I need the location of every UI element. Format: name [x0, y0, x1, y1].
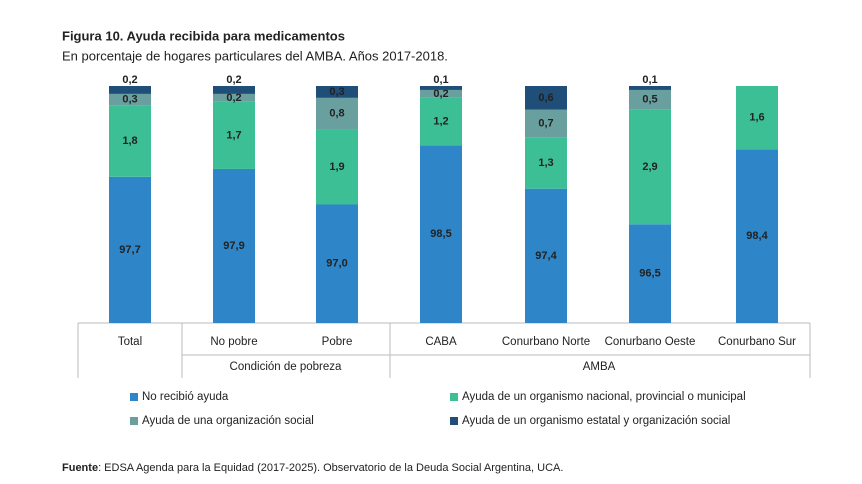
legend-label: No recibió ayuda: [142, 391, 229, 403]
bar-segment: [316, 97, 358, 130]
data-label: 0,2: [226, 74, 241, 86]
bar-segment: [109, 176, 151, 323]
data-label: 98,5: [430, 228, 451, 240]
bar-segment: [629, 86, 671, 90]
bar-segment: [213, 93, 255, 102]
bar-segment: [213, 101, 255, 169]
bar-segment: [420, 86, 462, 90]
chart-subtitle: En porcentaje de hogares particulares de…: [62, 48, 448, 63]
data-label: 2,9: [642, 161, 657, 173]
data-label: 1,3: [538, 157, 553, 169]
legend-swatch: [130, 417, 138, 425]
data-label: 0,1: [433, 74, 448, 86]
bar-segment: [109, 86, 151, 94]
bar-segment: [629, 89, 671, 110]
bar-segment: [629, 109, 671, 225]
data-label: 0,5: [642, 94, 657, 106]
bar-segment: [736, 149, 778, 323]
group-label: AMBA: [583, 361, 616, 373]
data-label: 98,4: [746, 230, 768, 242]
legend-swatch: [450, 393, 458, 401]
chart-title: Figura 10. Ayuda recibida para medicamen…: [62, 28, 345, 43]
bar-segment: [420, 97, 462, 146]
x-tick-label: Conurbano Sur: [718, 336, 796, 348]
data-label: 0,7: [538, 117, 553, 129]
x-tick-label: Pobre: [322, 336, 353, 348]
data-label: 1,8: [122, 135, 137, 147]
legend-swatch: [130, 393, 138, 401]
bar-segment: [525, 188, 567, 323]
bar-segment: [316, 129, 358, 205]
bar-segment: [316, 86, 358, 98]
x-tick-label: CABA: [425, 336, 457, 348]
x-tick-label: No pobre: [210, 336, 257, 348]
bar-segment: [420, 145, 462, 323]
data-label: 0,2: [226, 92, 241, 104]
bar-segment: [420, 89, 462, 98]
bar-segment: [525, 109, 567, 138]
bar-segment: [629, 224, 671, 323]
legend-label: Ayuda de una organización social: [142, 415, 314, 427]
bar-segment: [525, 137, 567, 189]
group-label: Condición de pobreza: [230, 361, 342, 373]
data-label: 0,2: [433, 88, 448, 100]
data-label: 1,9: [329, 161, 344, 173]
x-tick-label: Conurbano Oeste: [605, 336, 696, 348]
data-label: 1,2: [433, 115, 448, 127]
legend-label: Ayuda de un organismo nacional, provinci…: [462, 391, 746, 403]
bar-segment: [213, 168, 255, 323]
data-label: 97,9: [223, 240, 244, 252]
data-label: 0,3: [122, 94, 137, 106]
data-label: 0,6: [538, 92, 553, 104]
source: Fuente: EDSA Agenda para la Equidad (201…: [62, 462, 563, 474]
axis-table: [77, 322, 811, 378]
bar-segment: [316, 204, 358, 323]
bar-segment: [736, 86, 778, 150]
x-tick-label: Conurbano Norte: [502, 336, 590, 348]
source-text: : EDSA Agenda para la Equidad (2017-2025…: [98, 462, 563, 474]
data-label: 96,5: [639, 268, 660, 280]
source-label: Fuente: [62, 462, 98, 474]
bar-segment: [109, 93, 151, 106]
bar-segment: [213, 86, 255, 94]
data-label: 1,6: [749, 112, 764, 124]
data-label: 0,2: [122, 74, 137, 86]
data-label: 0,3: [329, 86, 344, 98]
data-label: 97,0: [326, 258, 347, 270]
data-label: 0,1: [642, 74, 657, 86]
legend-swatch: [450, 417, 458, 425]
data-label: 1,7: [226, 129, 241, 141]
data-label: 97,7: [119, 244, 140, 256]
x-tick-label: Total: [118, 336, 142, 348]
bar-segment: [525, 86, 567, 110]
bar-segment: [109, 105, 151, 177]
data-label: 97,4: [535, 250, 557, 262]
data-label: 0,8: [329, 108, 344, 120]
legend-label: Ayuda de un organismo estatal y organiza…: [462, 415, 730, 427]
